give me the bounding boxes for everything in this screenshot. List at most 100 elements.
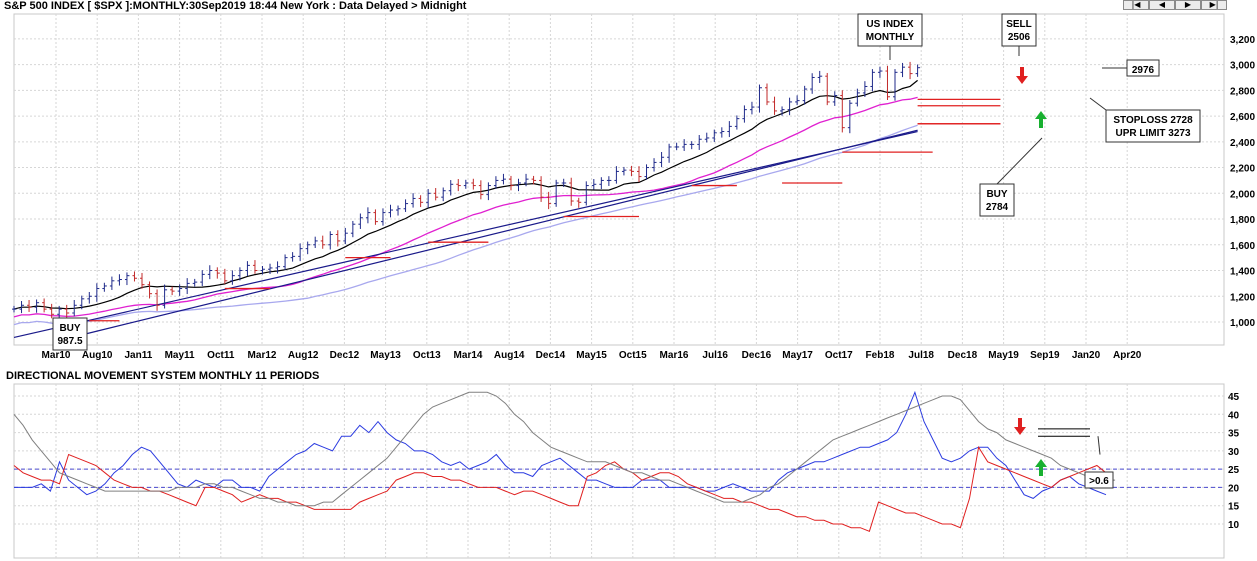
- ohlc-bar: [396, 205, 401, 216]
- ohlc-bar: [207, 265, 213, 280]
- sell-label-text: SELL: [1006, 19, 1032, 30]
- trendline-secondary: [81, 129, 918, 336]
- ohlc-bar: [531, 175, 537, 185]
- ohlc-bar: [305, 241, 311, 255]
- ohlc-bar: [72, 299, 77, 317]
- buy-2784-label-text: 2784: [986, 202, 1009, 213]
- dms-plus-di-line: [14, 390, 1107, 499]
- price-y-tick-label: 3,000: [1230, 61, 1255, 72]
- dms-ratio-label-text: >0.6: [1089, 476, 1109, 487]
- ohlc-bar: [87, 292, 92, 304]
- x-tick-label: Dec16: [742, 350, 772, 361]
- ohlc-bar: [140, 272, 145, 289]
- price-y-tick-label: 3,200: [1230, 35, 1255, 46]
- ohlc-bar: [908, 61, 913, 80]
- price-y-tick-label: 2,800: [1230, 86, 1255, 97]
- ohlc-bar: [704, 132, 710, 143]
- ohlc-bar: [448, 180, 454, 196]
- ohlc-bar: [132, 271, 137, 282]
- nav-next-button[interactable]: ▶: [1175, 0, 1201, 10]
- buy-2784-connector: [996, 137, 1043, 185]
- stoploss-label-box: [1105, 109, 1201, 143]
- ohlc-bar: [765, 83, 770, 106]
- ohlc-bar: [283, 254, 288, 270]
- ohlc-bar: [471, 178, 476, 190]
- dms-ratio-label-box: [1084, 471, 1114, 489]
- ohlc-bar: [727, 121, 732, 138]
- x-tick-label: Oct17: [825, 350, 853, 361]
- ohlc-bar: [155, 289, 160, 311]
- ohlc-bar: [418, 195, 424, 208]
- ohlc-bar: [810, 73, 815, 94]
- us-index-monthly-label-text: US INDEX: [866, 19, 914, 30]
- ohlc-bar: [456, 179, 461, 192]
- nav-prev-button[interactable]: ◀: [1149, 0, 1175, 10]
- x-tick-label: Oct11: [207, 350, 235, 361]
- price-y-tick-label: 1,600: [1230, 241, 1255, 252]
- dms-callout-connector: [1097, 436, 1101, 455]
- x-tick-label: May19: [988, 350, 1019, 361]
- stoploss-connector: [1089, 97, 1107, 111]
- ohlc-bar: [802, 85, 808, 105]
- price-y-tick-label: 1,000: [1230, 318, 1255, 329]
- x-tick-label: Feb18: [866, 350, 895, 361]
- ohlc-bar: [689, 141, 695, 150]
- ohlc-bar: [328, 231, 333, 250]
- ohlc-bar: [546, 191, 552, 210]
- ohlc-bar: [109, 276, 115, 290]
- x-tick-label: Aug12: [288, 350, 319, 361]
- price-panel-frame: [13, 13, 1225, 346]
- ohlc-bar: [343, 227, 348, 245]
- ohlc-bar: [629, 165, 634, 177]
- ohlc-bar: [501, 173, 506, 185]
- ohlc-bar: [275, 261, 281, 274]
- dms-y-tick-label: 10: [1228, 520, 1240, 531]
- x-tick-label: Mar14: [454, 350, 483, 361]
- x-tick-label: Apr20: [1113, 350, 1142, 361]
- ohlc-bar: [719, 127, 725, 138]
- ohlc-bar: [200, 270, 205, 287]
- dms-buy-arrow-icon: [1035, 459, 1047, 476]
- nav-last-button[interactable]: ▶|: [1201, 0, 1227, 10]
- ohlc-bar: [787, 97, 793, 116]
- ohlc-bar: [569, 177, 574, 206]
- buy-2784-label-box: [979, 183, 1015, 217]
- ohlc-bar: [825, 72, 830, 106]
- ohlc-bar: [742, 105, 747, 123]
- ohlc-bar: [147, 281, 153, 299]
- ohlc-bar: [170, 286, 175, 296]
- ohlc-bar: [222, 268, 228, 285]
- ohlc-bar: [591, 179, 597, 190]
- ohlc-bar: [34, 299, 40, 313]
- ohlc-bar: [185, 278, 190, 295]
- ohlc-bar: [847, 99, 853, 134]
- x-tick-label: Dec18: [948, 350, 978, 361]
- ohlc-bar: [915, 64, 921, 77]
- buy-987-label-box: [52, 317, 88, 351]
- buy-2784-label-text: BUY: [986, 189, 1007, 200]
- x-tick-label: May17: [782, 350, 813, 361]
- ohlc-bar: [832, 91, 838, 106]
- ohlc-bar: [780, 106, 785, 116]
- price-y-tick-label: 2,200: [1230, 164, 1255, 175]
- ohlc-bar: [855, 88, 860, 107]
- ohlc-bar: [561, 178, 567, 187]
- ma-long-line: [13, 124, 918, 326]
- last-price-label-text: 2976: [1132, 65, 1155, 76]
- dms-panel-title: DIRECTIONAL MOVEMENT SYSTEM MONTHLY 11 P…: [6, 370, 320, 382]
- x-tick-label: Oct15: [619, 350, 647, 361]
- ohlc-bar: [652, 158, 657, 172]
- ohlc-bar: [42, 298, 47, 313]
- dms-sell-arrow-icon: [1014, 418, 1026, 435]
- chart-nav-bar: |◀ ◀ ▶ ▶|: [1123, 0, 1227, 10]
- us-index-monthly-label-text: MONTHLY: [866, 32, 915, 43]
- dms-y-tick-label: 20: [1228, 483, 1240, 494]
- ohlc-bar: [335, 230, 341, 247]
- ohlc-bar: [674, 142, 680, 151]
- buy-arrow-icon: [1035, 111, 1047, 128]
- nav-first-button[interactable]: |◀: [1123, 0, 1149, 10]
- price-y-tick-label: 1,400: [1230, 267, 1255, 278]
- x-tick-label: Mar12: [248, 350, 277, 361]
- dms-y-tick-label: 40: [1228, 410, 1240, 421]
- ohlc-bar: [313, 236, 318, 248]
